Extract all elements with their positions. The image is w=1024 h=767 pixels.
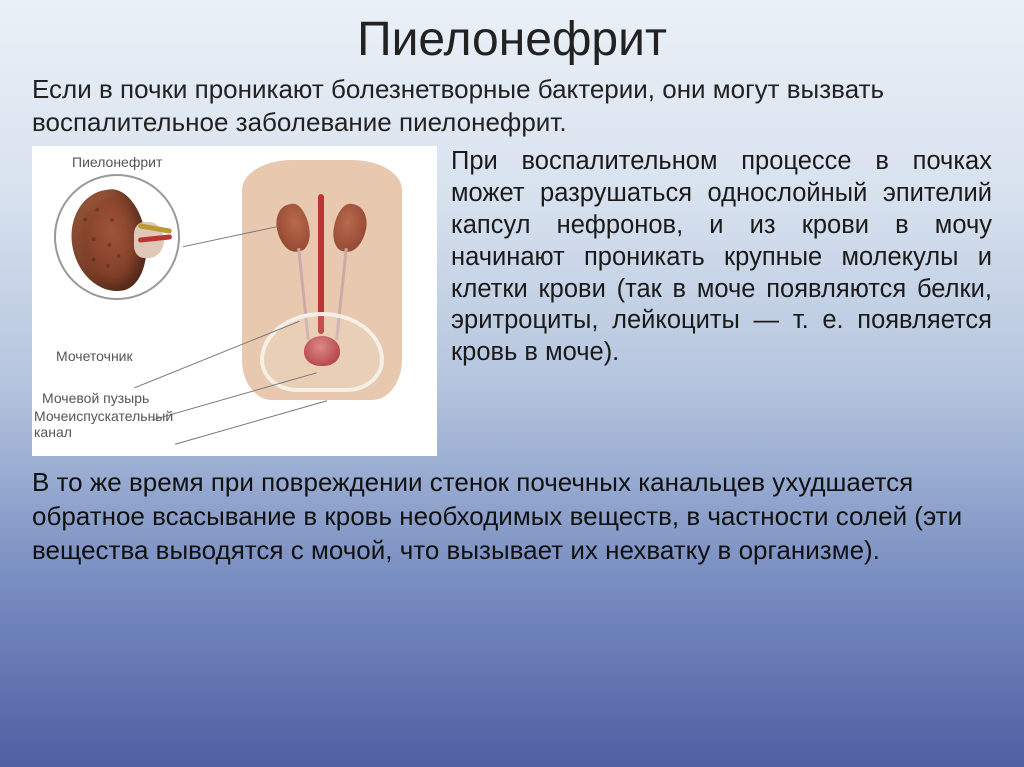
diagram-label-bladder: Мочевой пузырь xyxy=(42,390,149,406)
diagram-label-urethra: Мочеиспускательный канал xyxy=(34,408,173,440)
diagram-column: Пиелонефрит Мочеточник Мочевой пузырь Мо… xyxy=(32,146,437,456)
anatomy-diagram: Пиелонефрит Мочеточник Мочевой пузырь Мо… xyxy=(32,146,437,456)
diagram-label-pyelonephritis: Пиелонефрит xyxy=(72,154,162,170)
diagram-label-ureter: Мочеточник xyxy=(56,348,133,364)
bladder-icon xyxy=(304,336,340,366)
paragraph-right: При воспалительном процессе в почках мож… xyxy=(451,146,992,369)
intro-paragraph: Если в почки проникают болезнетворные ба… xyxy=(32,73,992,138)
slide-title: Пиелонефрит xyxy=(32,12,992,67)
text-column: При воспалительном процессе в почках мож… xyxy=(451,146,992,456)
torso-silhouette xyxy=(222,160,422,440)
paragraph-bottom: В то же время при повреждении стенок поч… xyxy=(32,466,992,567)
kidney-zoom-circle xyxy=(54,174,180,300)
slide: Пиелонефрит Если в почки проникают болез… xyxy=(0,0,1024,767)
middle-row: Пиелонефрит Мочеточник Мочевой пузырь Мо… xyxy=(32,146,992,456)
